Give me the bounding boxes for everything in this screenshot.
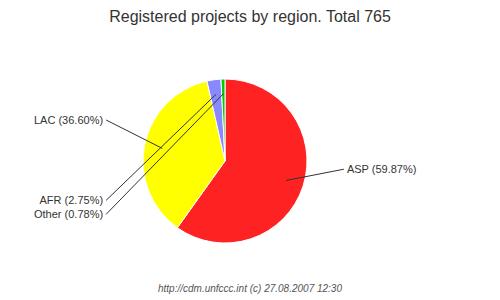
svg-text:ASP (59.87%): ASP (59.87%) <box>347 163 417 175</box>
svg-text:Other (0.78%): Other (0.78%) <box>34 208 103 220</box>
svg-text:LAC (36.60%): LAC (36.60%) <box>34 114 103 126</box>
html-text:http://cdm.unfccc.int (c) 27.0: http://cdm.unfccc.int (c) 27.08.2007 12:… <box>158 283 342 294</box>
svg-text:AFR (2.75%): AFR (2.75%) <box>40 194 104 206</box>
html-text:Registered projects by region.: Registered projects by region. Total 765 <box>109 8 391 25</box>
